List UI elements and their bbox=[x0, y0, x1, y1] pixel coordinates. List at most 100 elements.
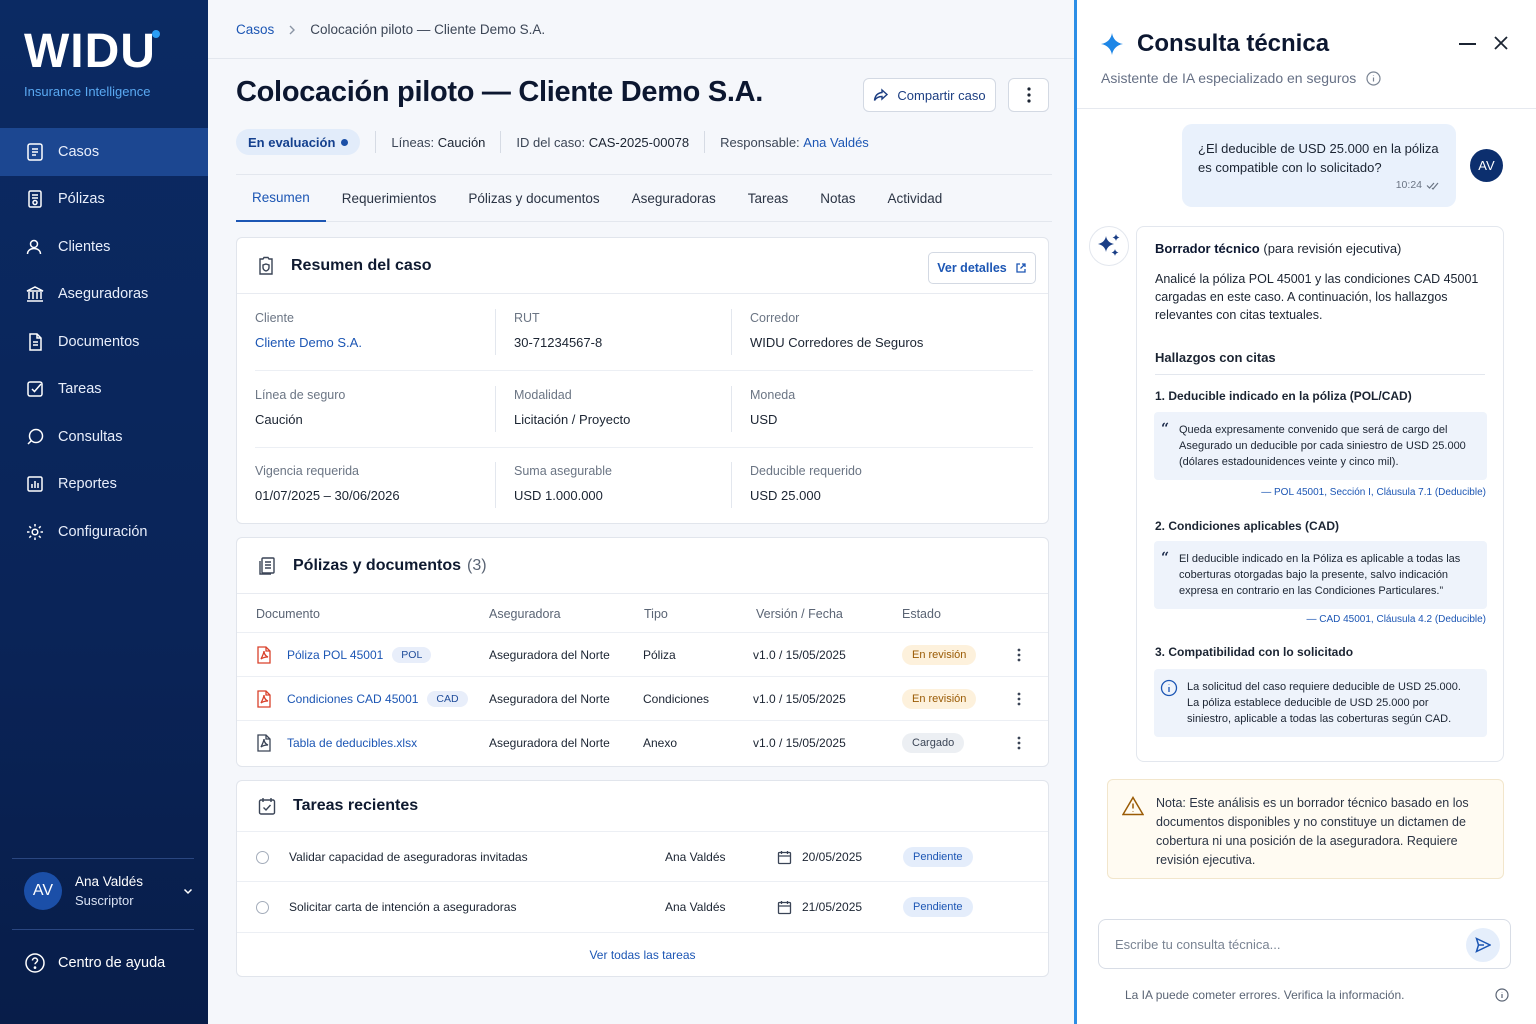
row-kebab-icon[interactable] bbox=[1017, 633, 1021, 677]
field-moneda: Moneda USD bbox=[750, 388, 795, 427]
assistant-panel: Consulta técnica Asistente de IA especia… bbox=[1074, 0, 1536, 1024]
client-link[interactable]: Cliente Demo S.A. bbox=[255, 335, 362, 350]
send-icon bbox=[1475, 937, 1491, 953]
close-icon[interactable] bbox=[1493, 35, 1509, 51]
task-row[interactable]: Validar capacidad de aseguradoras invita… bbox=[237, 831, 1048, 881]
table-row[interactable]: Condiciones CAD 45001 CAD Aseguradora del… bbox=[237, 676, 1048, 720]
tab-tareas[interactable]: Tareas bbox=[747, 191, 789, 206]
divider bbox=[731, 462, 732, 508]
help-center-link[interactable]: Centro de ayuda bbox=[24, 952, 165, 974]
chevron-down-icon[interactable] bbox=[182, 885, 194, 897]
task-checkbox[interactable] bbox=[256, 850, 269, 864]
table-row[interactable]: Póliza POL 45001 POL Aseguradora del Nort… bbox=[237, 632, 1048, 676]
tab-resumen[interactable]: Resumen bbox=[236, 175, 326, 222]
status-badge: Pendiente bbox=[903, 897, 973, 917]
lines-value: Caución bbox=[437, 134, 486, 150]
chat-input[interactable]: Escribe tu consulta técnica... bbox=[1098, 919, 1511, 969]
insurer-cell: Aseguradora del Norte bbox=[489, 736, 610, 750]
tab-requerimientos[interactable]: Requerimientos bbox=[341, 191, 437, 206]
field-label: Vigencia requerida bbox=[255, 464, 360, 478]
document-link[interactable]: Tabla de deducibles.xlsx bbox=[287, 736, 418, 750]
doc-type-tag: CAD bbox=[427, 691, 468, 707]
field-label: Moneda bbox=[750, 388, 796, 402]
column-header: Aseguradora bbox=[489, 607, 561, 621]
send-button[interactable] bbox=[1466, 928, 1500, 962]
tab-actividad[interactable]: Actividad bbox=[887, 191, 943, 206]
row-kebab-icon[interactable] bbox=[1017, 677, 1021, 721]
gear-icon bbox=[24, 521, 46, 543]
field-value: USD bbox=[750, 412, 778, 427]
tab-notas[interactable]: Notas bbox=[820, 191, 856, 206]
sidebar-item-documentos[interactable]: Documentos bbox=[0, 318, 208, 366]
info-icon[interactable] bbox=[1366, 70, 1381, 86]
task-date: 21/05/2025 bbox=[802, 900, 863, 914]
tasks-icon bbox=[24, 378, 46, 400]
doc-type-tag: POL bbox=[392, 647, 432, 663]
share-case-button[interactable]: Compartir caso bbox=[863, 78, 996, 112]
citation-link[interactable]: — CAD 45001, Cláusula 4.2 (Deducible) bbox=[1306, 614, 1486, 625]
view-details-button[interactable]: Ver detalles bbox=[928, 252, 1036, 284]
card-header: Resumen del caso Ver detalles bbox=[237, 238, 1048, 294]
sidebar-item-polizas[interactable]: Pólizas bbox=[0, 176, 208, 224]
sidebar-item-casos[interactable]: Casos bbox=[0, 128, 208, 176]
document-link[interactable]: Condiciones CAD 45001 bbox=[287, 692, 419, 706]
field-label: Línea de seguro bbox=[255, 388, 346, 402]
document-link[interactable]: Póliza POL 45001 bbox=[287, 648, 384, 662]
summary-row: Cliente Cliente Demo S.A. RUT 30-71234567-… bbox=[255, 295, 1033, 371]
findings-title: Hallazgos con citas bbox=[1155, 350, 1485, 375]
sidebar-item-aseguradoras[interactable]: Aseguradoras bbox=[0, 271, 208, 319]
task-row[interactable]: Solicitar carta de intención a asegurado… bbox=[237, 881, 1048, 931]
divider bbox=[731, 386, 732, 432]
owner-link[interactable]: Ana Valdés bbox=[803, 134, 869, 150]
tab-polizas-documentos[interactable]: Pólizas y documentos bbox=[468, 191, 600, 206]
user-menu[interactable]: AV Ana Valdés Suscriptor bbox=[24, 872, 194, 910]
field-value: Caución bbox=[255, 412, 303, 427]
task-checkbox[interactable] bbox=[256, 900, 269, 914]
divider bbox=[375, 131, 377, 153]
sidebar-item-label: Aseguradoras bbox=[58, 286, 149, 303]
field-value: USD 1.000.000 bbox=[514, 488, 603, 503]
minimize-icon[interactable] bbox=[1459, 43, 1476, 45]
more-options-button[interactable] bbox=[1008, 78, 1049, 112]
divider bbox=[500, 131, 502, 153]
case-id-label: ID del caso: bbox=[516, 134, 586, 150]
help-icon bbox=[24, 952, 46, 974]
divider bbox=[208, 58, 1074, 59]
sidebar-item-label: Tareas bbox=[58, 381, 102, 398]
divider bbox=[495, 309, 496, 355]
panel-title-label: Consulta técnica bbox=[1137, 30, 1330, 57]
sidebar-item-label: Reportes bbox=[58, 476, 117, 493]
pdf-icon bbox=[256, 677, 272, 721]
documents-count: (3) bbox=[467, 556, 487, 574]
tab-aseguradoras[interactable]: Aseguradoras bbox=[631, 191, 716, 206]
divider bbox=[495, 386, 496, 432]
sidebar-item-tareas[interactable]: Tareas bbox=[0, 366, 208, 414]
finding-title: 1. Deducible indicado en la póliza (POL/… bbox=[1155, 389, 1412, 403]
logo[interactable]: WIDU Insurance Intelligence bbox=[24, 26, 160, 99]
message-time: 10:24 bbox=[1396, 176, 1440, 195]
see-all-tasks-link[interactable]: Ver todas las tareas bbox=[237, 932, 1048, 977]
column-header: Documento bbox=[256, 607, 320, 621]
field-suma: Suma asegurable USD 1.000.000 bbox=[514, 464, 612, 503]
status-badge: Cargado bbox=[902, 733, 965, 753]
status-badge[interactable]: En evaluación bbox=[236, 129, 361, 155]
sidebar-item-reportes[interactable]: Reportes bbox=[0, 461, 208, 509]
card-header: Pólizas y documentos (3) bbox=[237, 538, 1048, 594]
sidebar-item-clientes[interactable]: Clientes bbox=[0, 223, 208, 271]
sidebar: WIDU Insurance Intelligence Casos Póliza… bbox=[0, 0, 208, 1024]
column-header: Estado bbox=[902, 607, 941, 621]
finding-quote: “ Queda expresamente convenido que será d… bbox=[1154, 412, 1487, 480]
citation-link[interactable]: — POL 45001, Sección I, Cláusula 7.1 (De… bbox=[1261, 487, 1486, 498]
info-icon[interactable] bbox=[1495, 988, 1509, 1002]
field-deducible: Deducible requerido USD 25.000 bbox=[750, 464, 862, 503]
sidebar-item-consultas[interactable]: Consultas bbox=[0, 413, 208, 461]
case-meta: En evaluación Líneas: Caución ID del cas… bbox=[236, 129, 869, 155]
row-kebab-icon[interactable] bbox=[1017, 721, 1021, 765]
task-name: Solicitar carta de intención a asegurado… bbox=[289, 900, 517, 914]
calendar-icon bbox=[777, 882, 792, 932]
summary-row: Vigencia requerida 01/07/2025 – 30/06/202… bbox=[255, 448, 1033, 524]
sidebar-item-configuracion[interactable]: Configuración bbox=[0, 508, 208, 556]
table-row[interactable]: Tabla de deducibles.xlsx Aseguradora del… bbox=[237, 720, 1048, 764]
task-name: Validar capacidad de aseguradoras invita… bbox=[289, 850, 528, 864]
breadcrumb-root[interactable]: Casos bbox=[236, 22, 275, 37]
